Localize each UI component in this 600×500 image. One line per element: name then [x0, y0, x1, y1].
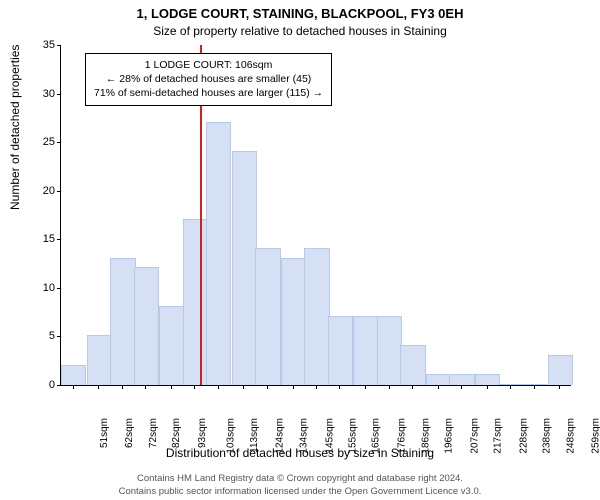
x-tick-mark	[365, 385, 366, 389]
y-tick-mark	[57, 191, 61, 192]
y-tick-label: 25	[29, 136, 55, 148]
x-tick-label: 82sqm	[171, 418, 182, 448]
x-tick-label: 62sqm	[124, 418, 135, 448]
y-tick-mark	[57, 288, 61, 289]
histogram-bar	[400, 345, 425, 385]
y-tick-mark	[57, 385, 61, 386]
histogram-bar	[255, 248, 280, 385]
info-box-line: 71% of semi-detached houses are larger (…	[94, 86, 323, 100]
footer-line-1: Contains HM Land Registry data © Crown c…	[0, 473, 600, 485]
y-tick-mark	[57, 94, 61, 95]
y-tick-mark	[57, 45, 61, 46]
x-tick-label: 51sqm	[99, 418, 110, 448]
title-main: 1, LODGE COURT, STAINING, BLACKPOOL, FY3…	[0, 6, 600, 21]
histogram-bar	[159, 306, 184, 385]
y-tick-label: 5	[29, 330, 55, 342]
y-tick-label: 0	[29, 379, 55, 391]
histogram-bar	[206, 122, 231, 385]
title-sub: Size of property relative to detached ho…	[0, 24, 600, 38]
histogram-bar	[475, 374, 500, 385]
attribution-footer: Contains HM Land Registry data © Crown c…	[0, 473, 600, 498]
histogram-bar	[548, 355, 573, 385]
x-tick-mark	[487, 385, 488, 389]
chart-container: 1, LODGE COURT, STAINING, BLACKPOOL, FY3…	[0, 0, 600, 500]
x-tick-mark	[412, 385, 413, 389]
x-tick-mark	[339, 385, 340, 389]
histogram-bar	[353, 316, 378, 385]
histogram-bar	[110, 258, 135, 385]
x-tick-mark	[316, 385, 317, 389]
x-tick-label: 93sqm	[197, 418, 208, 448]
x-tick-label: 72sqm	[148, 418, 159, 448]
y-tick-label: 10	[29, 282, 55, 294]
histogram-bar	[426, 374, 451, 385]
x-tick-mark	[559, 385, 560, 389]
y-tick-label: 30	[29, 88, 55, 100]
y-tick-label: 15	[29, 233, 55, 245]
y-axis-label: Number of detached properties	[8, 45, 22, 210]
histogram-bar	[304, 248, 329, 385]
histogram-bar	[232, 151, 257, 385]
histogram-bar	[328, 316, 353, 385]
x-axis-label: Distribution of detached houses by size …	[0, 446, 600, 460]
x-tick-mark	[218, 385, 219, 389]
histogram-bar	[377, 316, 402, 385]
histogram-bar	[449, 374, 474, 385]
x-tick-mark	[145, 385, 146, 389]
plot-area: 0510152025303551sqm62sqm72sqm82sqm93sqm1…	[60, 45, 571, 386]
x-tick-mark	[510, 385, 511, 389]
y-tick-label: 20	[29, 185, 55, 197]
info-box-line: ← 28% of detached houses are smaller (45…	[94, 72, 323, 86]
info-box-line: 1 LODGE COURT: 106sqm	[94, 58, 323, 72]
x-tick-mark	[194, 385, 195, 389]
x-tick-mark	[293, 385, 294, 389]
x-tick-mark	[461, 385, 462, 389]
histogram-bar	[61, 365, 86, 385]
x-tick-mark	[98, 385, 99, 389]
y-tick-mark	[57, 142, 61, 143]
histogram-bar	[183, 219, 208, 385]
footer-line-2: Contains public sector information licen…	[0, 486, 600, 498]
y-tick-mark	[57, 336, 61, 337]
x-tick-mark	[122, 385, 123, 389]
histogram-bar	[87, 335, 112, 385]
x-tick-mark	[73, 385, 74, 389]
info-box: 1 LODGE COURT: 106sqm← 28% of detached h…	[85, 53, 332, 106]
x-tick-mark	[267, 385, 268, 389]
y-tick-label: 35	[29, 39, 55, 51]
x-tick-mark	[438, 385, 439, 389]
x-tick-mark	[389, 385, 390, 389]
histogram-bar	[134, 267, 159, 385]
x-tick-mark	[243, 385, 244, 389]
x-tick-mark	[171, 385, 172, 389]
x-tick-mark	[534, 385, 535, 389]
histogram-bar	[281, 258, 306, 385]
y-tick-mark	[57, 239, 61, 240]
